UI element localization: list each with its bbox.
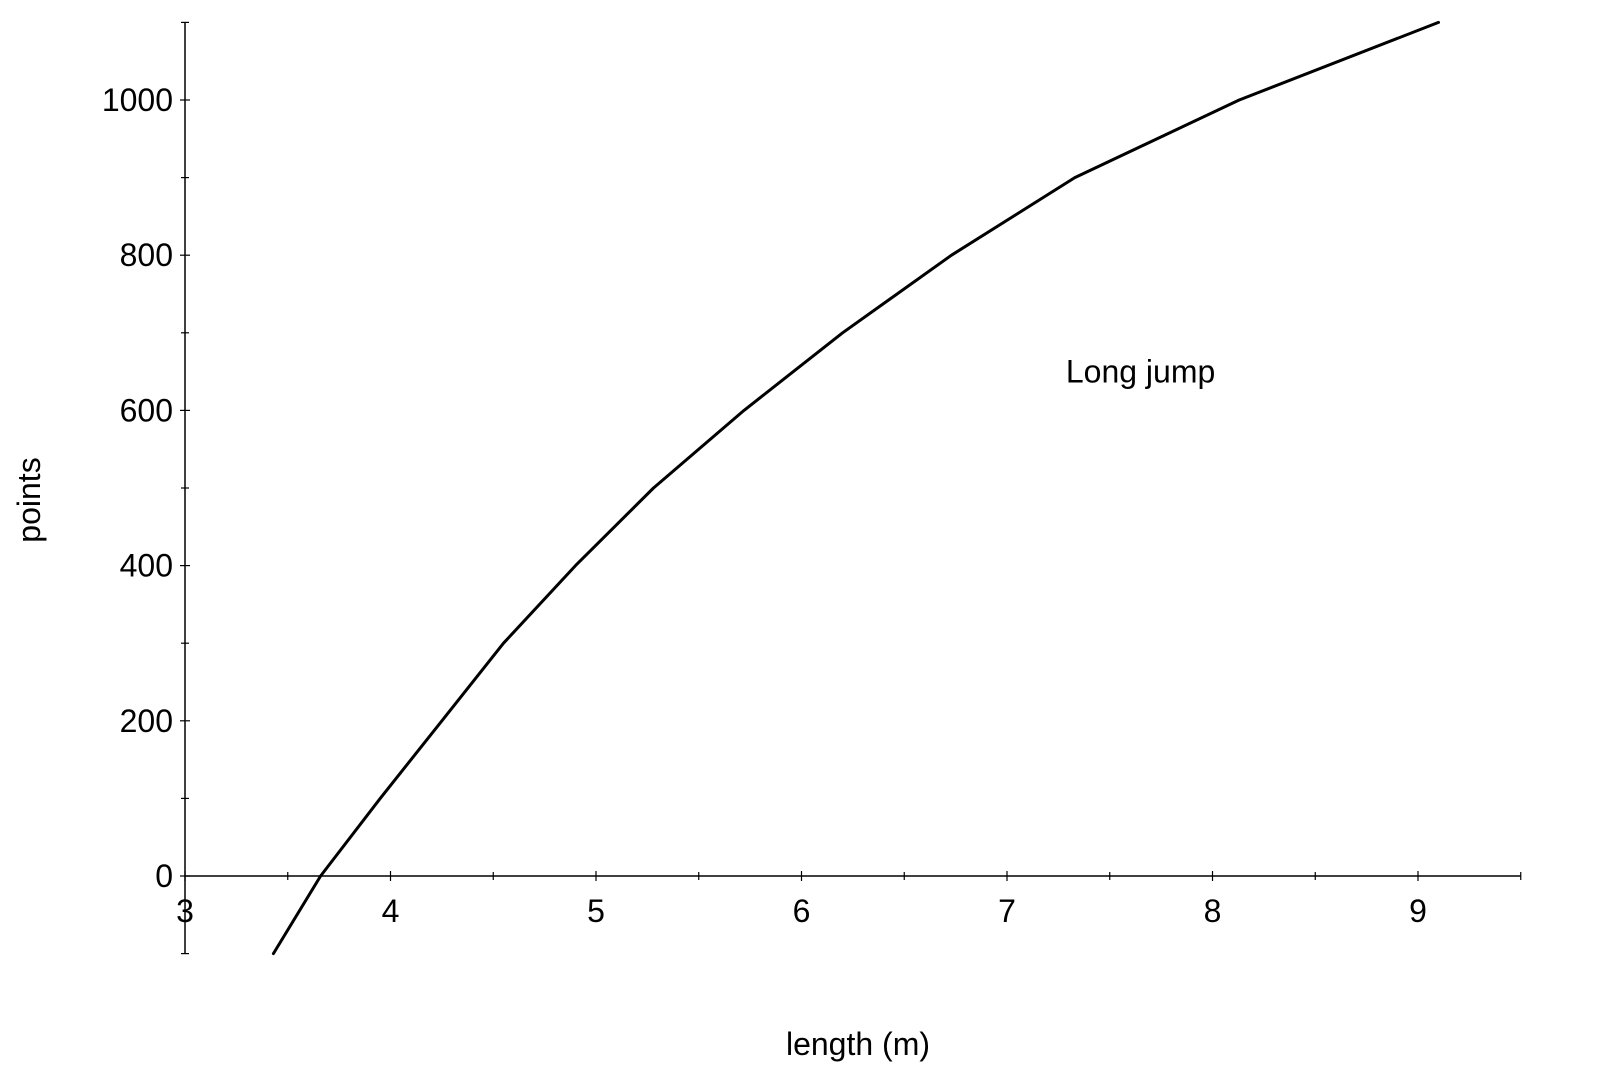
x-axis-label: length (m) [786, 1026, 930, 1062]
x-tick-label: 4 [382, 893, 400, 929]
x-tick-label: 8 [1204, 893, 1222, 929]
x-tick-label: 3 [176, 893, 194, 929]
y-tick-label: 600 [120, 392, 173, 428]
y-tick-label: 1000 [102, 82, 173, 118]
axes [184, 22, 1521, 954]
y-tick-label: 200 [120, 703, 173, 739]
y-tick-label: 800 [120, 237, 173, 273]
y-tick-label: 0 [155, 858, 173, 894]
series-line-0 [271, 20, 1440, 956]
y-tick-label: 400 [120, 548, 173, 584]
annotation-long-jump: Long jump [1066, 354, 1215, 390]
x-tick-label: 5 [587, 893, 605, 929]
series-group [271, 20, 1440, 956]
tick-labels: 3 4 5 6 7 8 9 0 200 400 600 800 1000 [102, 82, 1427, 929]
x-tick-label: 7 [998, 893, 1016, 929]
x-tick-label: 9 [1409, 893, 1427, 929]
x-tick-label: 6 [793, 893, 811, 929]
y-axis-label: points [11, 457, 47, 542]
tick-marks [180, 21, 1522, 955]
